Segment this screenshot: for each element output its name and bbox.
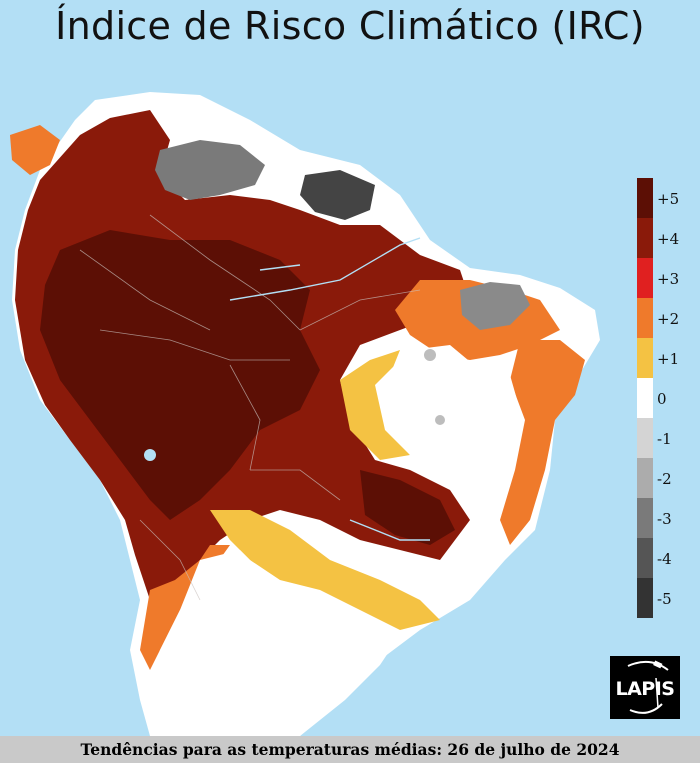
country-borders xyxy=(79,214,421,601)
risk-zone-plus2-coast xyxy=(10,125,60,175)
legend-swatch xyxy=(637,298,653,338)
legend-item: -5 xyxy=(635,578,691,618)
legend-swatch xyxy=(637,458,653,498)
risk-zone-minus4-north xyxy=(300,170,375,220)
footer-caption: Tendências para as temperaturas médias: … xyxy=(0,736,700,763)
legend: +5 +4 +3 +2 +1 0 -1 -2 -3 -4 -5 xyxy=(635,178,691,618)
legend-swatch xyxy=(637,218,653,258)
legend-label: +2 xyxy=(657,310,680,328)
legend-swatch xyxy=(637,338,653,378)
legend-item: +5 xyxy=(635,178,691,218)
legend-item: +1 xyxy=(635,338,691,378)
legend-label: +1 xyxy=(657,350,680,368)
lake-titicaca xyxy=(144,449,156,461)
risk-zone-plus1 xyxy=(340,350,410,460)
legend-swatch xyxy=(637,378,653,418)
lapis-logo: LAPIS xyxy=(610,656,680,719)
legend-label: +4 xyxy=(657,230,680,248)
risk-zone-minus1-spot xyxy=(424,349,436,361)
legend-label: +5 xyxy=(657,190,680,208)
map-title: Índice de Risco Climático (IRC) xyxy=(55,4,645,48)
risk-zone-minus3-north xyxy=(155,140,265,200)
legend-item: -2 xyxy=(635,458,691,498)
lapis-logo-mark xyxy=(627,660,669,714)
risk-zone-minus3-northeast xyxy=(460,282,530,330)
legend-swatch xyxy=(637,498,653,538)
legend-swatch xyxy=(637,258,653,298)
legend-label: -5 xyxy=(657,590,672,608)
risk-zone-plus5-south xyxy=(360,470,455,545)
rivers xyxy=(229,237,430,541)
risk-zone-plus2-east xyxy=(500,340,585,545)
legend-item: +4 xyxy=(635,218,691,258)
legend-item: -4 xyxy=(635,538,691,578)
legend-item: -3 xyxy=(635,498,691,538)
legend-swatch xyxy=(637,578,653,618)
risk-zone-zero-south xyxy=(145,550,400,736)
legend-label: -3 xyxy=(657,510,672,528)
legend-item: +3 xyxy=(635,258,691,298)
legend-swatch xyxy=(637,538,653,578)
risk-zone-minus1-spot xyxy=(435,415,445,425)
lapis-logo-text: LAPIS xyxy=(615,678,676,700)
risk-zone-plus5 xyxy=(40,230,320,520)
legend-swatch xyxy=(637,178,653,218)
legend-label: 0 xyxy=(657,390,667,408)
legend-label: -2 xyxy=(657,470,672,488)
legend-swatch xyxy=(637,418,653,458)
legend-item: -1 xyxy=(635,418,691,458)
legend-item: 0 xyxy=(635,378,691,418)
legend-label: -1 xyxy=(657,430,672,448)
legend-item: +2 xyxy=(635,298,691,338)
legend-label: -4 xyxy=(657,550,672,568)
risk-zone-zero-east xyxy=(375,345,520,485)
risk-zone-plus1-south xyxy=(210,510,440,630)
legend-label: +3 xyxy=(657,270,680,288)
